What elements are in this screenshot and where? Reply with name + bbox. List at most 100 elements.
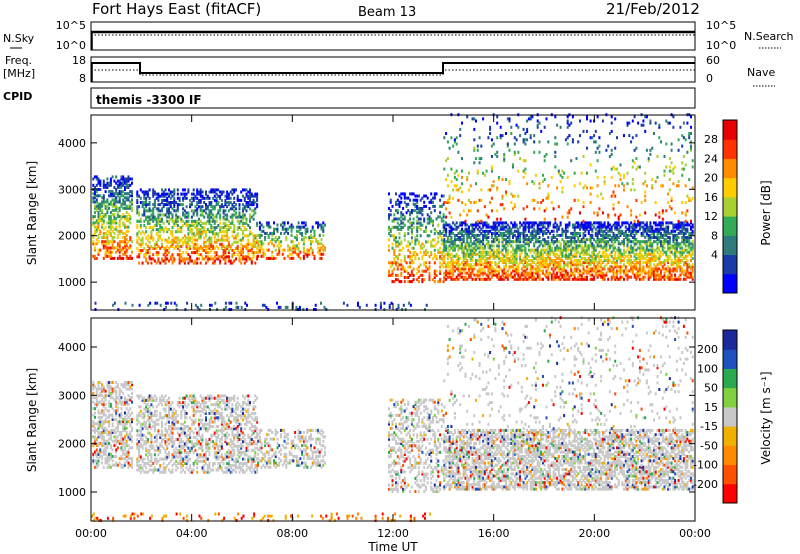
scatter-cell [226,228,229,232]
scatter-cell [529,265,532,269]
scatter-cell [564,236,567,239]
scatter-cell [612,238,615,242]
scatter-cell [217,201,220,204]
scatter-cell [549,242,551,246]
scatter-cell [448,229,451,233]
scatter-cell [295,252,298,256]
scatter-cell [471,271,474,275]
scatter-cell [243,213,246,217]
scatter-cell [661,227,664,231]
scatter-cell [136,198,139,202]
scatter-cell [637,267,640,271]
scatter-cell [635,248,638,252]
scatter-cell [594,240,597,244]
scatter-cell [601,250,604,254]
scatter-cell [617,256,620,260]
scatter-cell [419,207,422,210]
scatter-cell [520,231,523,235]
scatter-cell [109,202,112,206]
scatter-cell [94,175,96,179]
scatter-cell [111,250,114,254]
scatter-cell [538,221,541,225]
scatter-cell [566,242,569,246]
scatter-cell [557,254,560,258]
scatter-cell [229,259,232,263]
scatter-cell [398,223,401,227]
scatter-cell [616,223,618,227]
scatter-cell [686,265,689,269]
scatter-cell [690,275,692,279]
scatter-cell [686,223,689,227]
scatter-cell [122,200,125,204]
scatter-cell [166,201,169,204]
scatter-cell [199,194,202,198]
scatter-cell [468,171,470,175]
scatter-cell [610,240,613,244]
scatter-cell [295,244,298,248]
scatter-cell [501,231,504,235]
scatter-cell [660,233,662,237]
scatter-cell [198,246,200,250]
scatter-cell [522,277,525,281]
scatter-cell [651,231,654,235]
scatter-cell [136,238,139,242]
scatter-cell [519,221,522,225]
scatter-cell [127,246,130,250]
scatter-cell [398,217,401,221]
scatter-cell [566,265,569,269]
scatter-cell [605,244,608,248]
scatter-cell [579,261,581,265]
scatter-cell [205,240,207,244]
scatter-cell [682,238,685,242]
scatter-cell [109,221,112,225]
scatter-cell [531,198,534,202]
scatter-cell [412,198,415,202]
scatter-cell [594,221,597,225]
scatter-cell [598,231,601,235]
scatter-cell [519,256,522,260]
scatter-cell [496,236,499,239]
scatter-cell [108,221,111,225]
scatter-cell [182,240,185,244]
scatter-cell [690,242,692,246]
scatter-cell [320,242,323,246]
scatter-cell [630,275,633,279]
scatter-cell [448,244,451,248]
scatter-cell [301,225,304,229]
scatter-cell [469,273,472,277]
scatter-cell [315,238,318,242]
scatter-cell [178,226,181,230]
scatter-cell [217,257,220,261]
scatter-cell [586,269,588,273]
scatter-cell [311,227,314,231]
scatter-cell [638,259,641,262]
scatter-cell [189,259,192,263]
scatter-cell [471,231,474,235]
scatter-cell [131,177,133,181]
scatter-cell [194,242,197,246]
scatter-cell [242,255,244,259]
scatter-cell [531,225,534,229]
scatter-cell [182,203,185,207]
scatter-cell [94,254,96,258]
scatter-cell [120,202,123,206]
scatter-cell [464,256,467,260]
scatter-cell [513,273,516,277]
scatter-cell [205,192,207,196]
scatter-cell [138,213,141,217]
scatter-cell [247,240,250,244]
scatter-cell [433,255,436,259]
scatter-cell [512,194,514,198]
scatter-cell [482,233,485,237]
scatter-cell [173,205,176,209]
scatter-cell [635,263,638,267]
scatter-cell [271,254,274,258]
scatter-cell [393,253,396,256]
scatter-cell [550,229,553,233]
scatter-cell [577,261,580,265]
scatter-cell [482,254,485,258]
scatter-cell [452,144,455,148]
scatter-cell [104,254,107,258]
scatter-cell [139,251,142,255]
scatter-cell [654,275,657,279]
